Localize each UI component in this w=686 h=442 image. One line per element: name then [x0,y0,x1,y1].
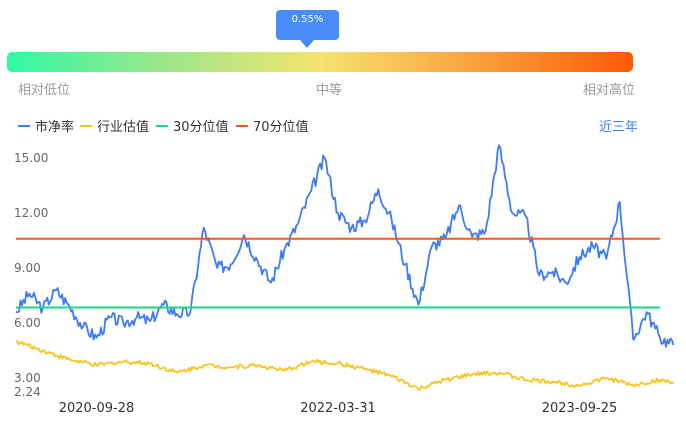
x-tick-label: 2022-03-31 [300,401,376,416]
legend-swatch [80,124,92,127]
valuation-gauge-bar [7,52,633,72]
series-line-industry [16,340,675,391]
legend-swatch [236,124,248,127]
gauge-high-label: 相对高位 [583,83,636,98]
x-tick-label: 2020-09-28 [59,401,135,416]
series-line-pb [15,144,675,348]
y-tick-label: 15.00 [14,151,48,165]
legend-label: 市净率 [35,120,75,135]
legend-item-pb[interactable]: 市净率 [18,116,74,135]
legend-item-p30[interactable]: 30分位值 [156,116,229,135]
legend-label: 30分位值 [173,120,229,135]
y-tick-label: 3.00 [14,371,41,385]
legend-item-p70[interactable]: 70分位值 [236,116,309,135]
y-tick-label: 12.00 [14,206,48,220]
period-selector-button[interactable]: 近三年 [599,120,639,135]
gauge-mid-label: 中等 [316,83,343,98]
x-tick-label: 2023-09-25 [542,401,618,416]
legend-label: 行业估值 [97,120,150,135]
gauge-low-label: 相对低位 [18,83,71,98]
legend-swatch [156,124,168,127]
tooltip-text: 0.55% [291,14,324,25]
gauge-value-tooltip: 0.55% [276,10,339,48]
y-tick-label: 6.00 [14,316,41,330]
y-tick-label: 9.00 [14,261,41,275]
legend-item-industry[interactable]: 行业估值 [80,116,149,135]
legend-label: 70分位值 [253,120,309,135]
legend-swatch [18,124,30,127]
y-tick-label: 2.24 [14,385,41,399]
